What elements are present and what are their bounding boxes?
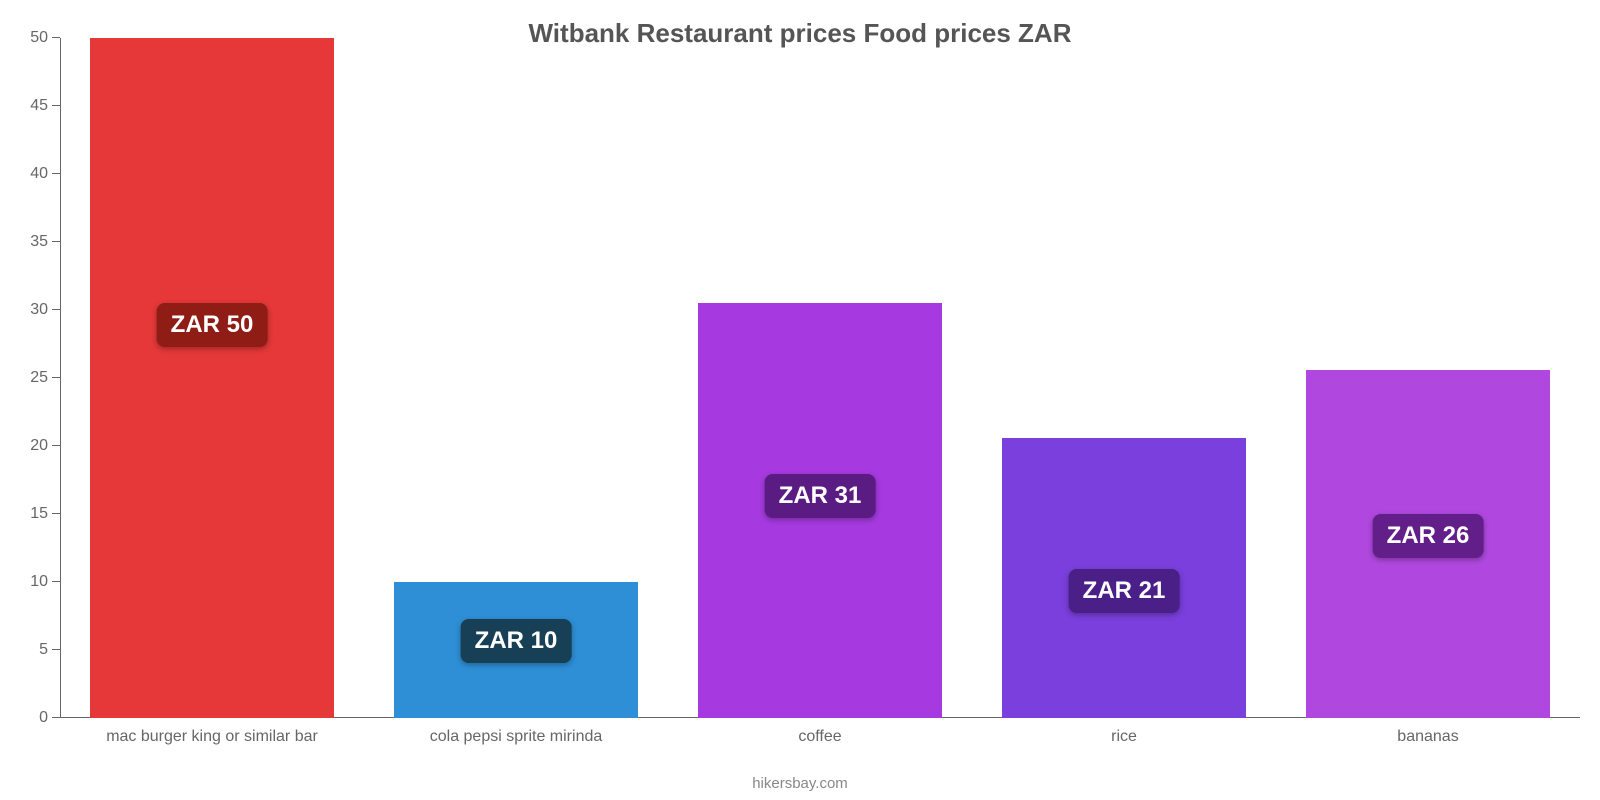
y-tick-label: 0 [39,709,60,727]
x-category-label: coffee [798,718,841,746]
y-axis-line [60,38,61,718]
plot-area: 05101520253035404550ZAR 50mac burger kin… [60,38,1580,718]
y-tick-label: 15 [30,505,60,523]
chart-container: Witbank Restaurant prices Food prices ZA… [0,0,1600,800]
chart-footer: hikersbay.com [0,775,1600,792]
y-tick-label: 50 [30,29,60,47]
y-tick-label: 30 [30,301,60,319]
y-tick-label: 40 [30,165,60,183]
y-tick-label: 35 [30,233,60,251]
y-tick-label: 25 [30,369,60,387]
x-category-label: bananas [1397,718,1458,746]
bar-value-label: ZAR 26 [1373,514,1484,558]
x-category-label: cola pepsi sprite mirinda [430,718,603,746]
y-tick-label: 45 [30,97,60,115]
x-category-label: mac burger king or similar bar [106,718,318,746]
bar-value-label: ZAR 10 [461,619,572,663]
bar-value-label: ZAR 31 [765,474,876,518]
bar [90,38,333,718]
y-tick-label: 5 [39,641,60,659]
bar-value-label: ZAR 21 [1069,569,1180,613]
x-category-label: rice [1111,718,1137,746]
y-tick-label: 20 [30,437,60,455]
bar-value-label: ZAR 50 [157,303,268,347]
y-tick-label: 10 [30,573,60,591]
